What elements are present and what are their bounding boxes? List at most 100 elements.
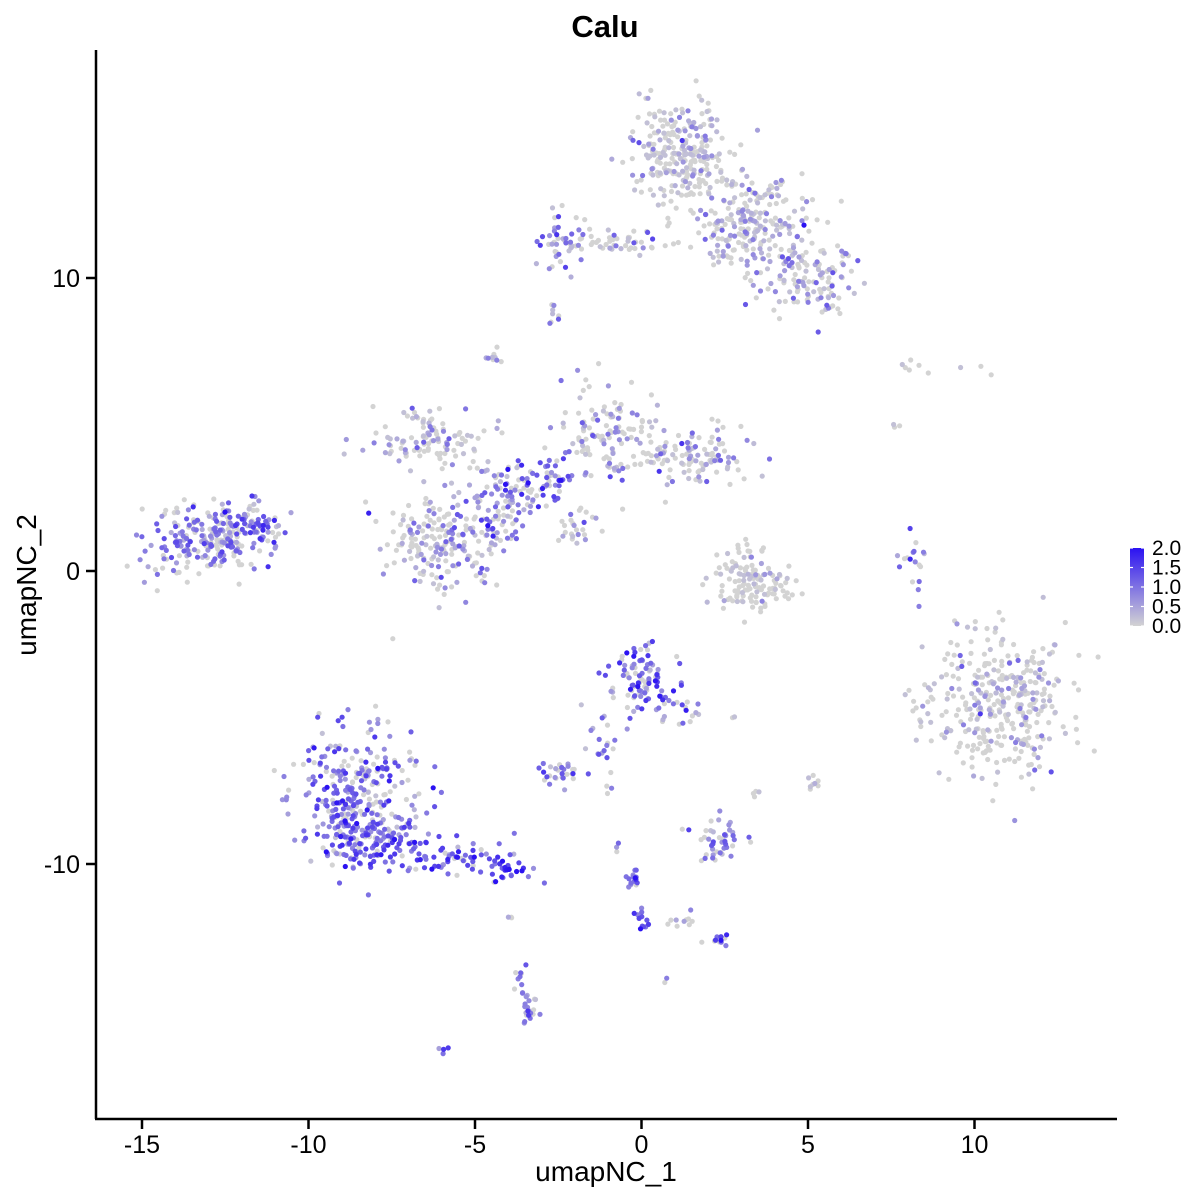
data-point: [1001, 734, 1008, 740]
data-point: [656, 468, 662, 474]
data-point: [250, 545, 256, 551]
data-point: [360, 447, 366, 453]
data-point: [509, 508, 515, 514]
data-point: [646, 141, 652, 147]
data-point: [804, 199, 810, 205]
data-point: [693, 710, 699, 716]
data-point: [712, 458, 718, 464]
data-point: [637, 252, 643, 258]
data-point: [194, 554, 201, 560]
data-point: [624, 726, 630, 732]
data-point: [575, 367, 581, 373]
data-point: [1000, 636, 1006, 643]
data-point: [588, 473, 594, 479]
data-point: [372, 734, 378, 740]
data-point: [907, 525, 913, 532]
data-point: [364, 807, 370, 813]
data-point: [560, 420, 566, 426]
data-point: [349, 779, 356, 786]
data-point: [239, 526, 245, 533]
data-point: [665, 921, 671, 927]
data-point: [635, 704, 641, 710]
data-point: [492, 504, 499, 510]
data-point: [390, 636, 396, 642]
data-point: [451, 494, 457, 500]
data-point: [817, 286, 823, 292]
data-point: [683, 168, 690, 174]
data-point: [987, 711, 994, 717]
data-point: [424, 810, 430, 816]
data-point: [644, 647, 651, 653]
data-point: [260, 527, 266, 533]
data-point: [805, 299, 811, 305]
data-point: [685, 108, 691, 114]
data-point: [710, 254, 716, 260]
data-point: [998, 692, 1005, 698]
data-point: [704, 478, 710, 485]
data-point: [175, 509, 181, 515]
data-point: [990, 681, 997, 687]
data-point: [139, 534, 145, 540]
data-point: [458, 441, 464, 447]
data-point: [1028, 668, 1034, 674]
data-point: [635, 114, 641, 120]
data-point: [479, 565, 485, 572]
data-point: [735, 467, 741, 473]
data-point: [422, 501, 428, 507]
data-point: [645, 95, 651, 101]
data-point: [401, 824, 407, 830]
data-point: [951, 652, 957, 658]
data-point: [490, 525, 496, 532]
data-point: [343, 747, 349, 753]
data-point: [412, 536, 418, 542]
data-point: [176, 553, 182, 559]
data-point: [714, 178, 720, 184]
data-point: [815, 266, 822, 273]
data-point: [948, 639, 954, 646]
data-point: [516, 509, 522, 516]
data-point: [527, 509, 533, 516]
data-point: [508, 873, 514, 879]
data-point: [739, 208, 745, 214]
data-point: [675, 432, 682, 439]
data-point: [547, 320, 553, 326]
data-point: [454, 833, 460, 839]
data-point: [227, 514, 233, 520]
data-point: [704, 108, 710, 115]
data-point: [1030, 696, 1036, 702]
data-point: [686, 118, 692, 124]
data-point: [796, 263, 802, 270]
data-point: [424, 533, 430, 539]
data-point: [325, 746, 331, 752]
data-point: [554, 458, 560, 464]
data-point: [1046, 651, 1053, 657]
data-point: [736, 239, 742, 246]
data-point: [743, 536, 749, 542]
data-point: [476, 538, 482, 544]
data-point: [275, 523, 282, 529]
data-point: [988, 372, 994, 378]
data-point: [475, 435, 481, 441]
data-point: [601, 456, 607, 462]
data-point: [515, 458, 521, 464]
data-point: [470, 458, 476, 465]
data-point: [326, 808, 332, 814]
data-point: [412, 839, 418, 846]
data-point: [408, 435, 415, 441]
data-point: [436, 406, 442, 412]
data-point: [475, 499, 481, 505]
data-point: [800, 206, 806, 212]
data-point: [627, 686, 634, 692]
data-point: [424, 513, 430, 519]
data-point: [547, 781, 553, 787]
data-point: [489, 491, 495, 497]
data-point: [400, 517, 406, 523]
data-point: [343, 436, 349, 443]
data-point: [439, 845, 446, 851]
data-point: [710, 232, 717, 238]
data-point: [950, 693, 957, 699]
data-point: [161, 556, 167, 562]
data-point: [416, 791, 422, 797]
data-point: [796, 278, 802, 284]
data-point: [748, 554, 755, 560]
